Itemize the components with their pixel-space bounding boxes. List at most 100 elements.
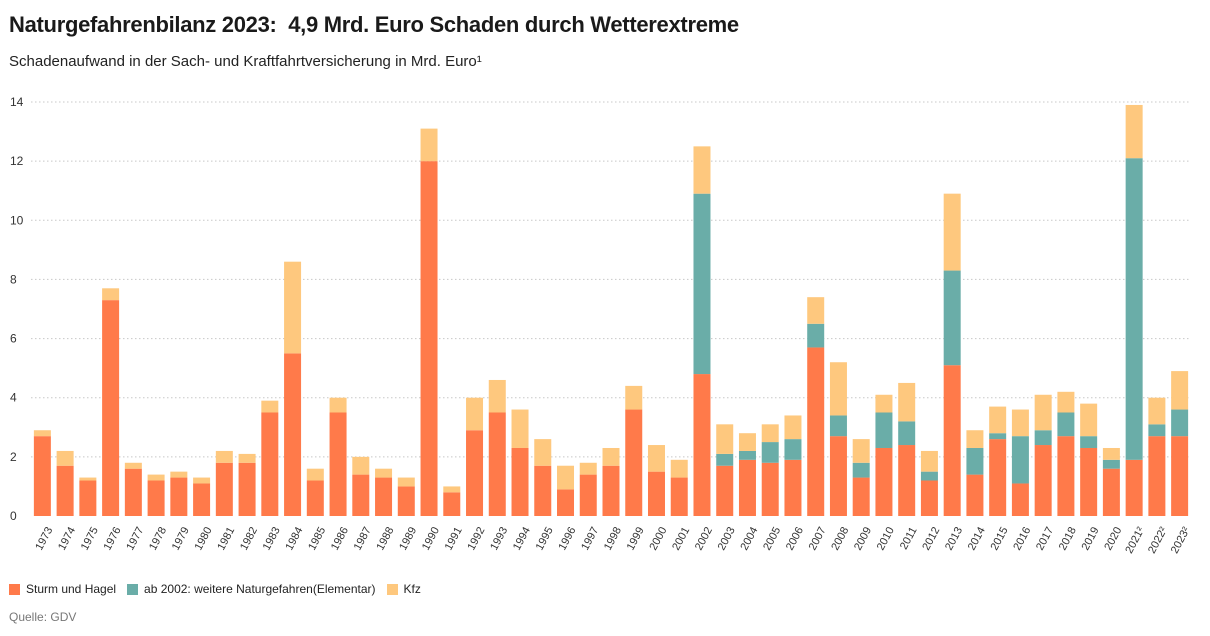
bar-segment-sturm: [466, 430, 484, 516]
bar-segment-kfz: [420, 128, 438, 162]
bar-segment-sturm: [625, 409, 643, 516]
legend-item-elementar: ab 2002: weitere Naturgefahren(Elementar…: [127, 582, 376, 596]
bar-segment-kfz: [443, 486, 461, 493]
bar-segment-sturm: [1171, 436, 1189, 516]
x-tick-label: 1991: [443, 525, 465, 552]
bar-segment-kfz: [761, 424, 779, 443]
bar-segment-kfz: [1102, 447, 1120, 460]
bar-segment-kfz: [466, 397, 484, 431]
x-tick-label: 2009: [852, 525, 874, 552]
bar-segment-sturm: [557, 489, 575, 516]
x-tick-label: 2002: [693, 525, 715, 552]
bar-segment-kfz: [56, 450, 74, 466]
bar-segment-sturm: [943, 365, 961, 516]
y-axis-ticks: 0 2 4 6 8 10 12 14: [10, 95, 24, 523]
x-tick-label: 2003: [716, 525, 738, 552]
bar-segment-sturm: [306, 480, 324, 516]
bar-segment-elementar: [989, 433, 1007, 440]
bar-segment-sturm: [807, 347, 825, 516]
bar-segment-sturm: [511, 447, 529, 516]
bar-segment-sturm: [352, 474, 370, 516]
bar-segment-kfz: [511, 409, 529, 448]
bar-segment-elementar: [1034, 430, 1052, 446]
bar-segment-elementar: [738, 450, 756, 460]
bar-segment-sturm: [920, 480, 938, 516]
bar-segment-elementar: [807, 323, 825, 348]
y-tick-label: 8: [10, 272, 17, 286]
bar-segment-sturm: [534, 465, 552, 516]
x-tick-label: 2008: [829, 525, 851, 552]
bar-segment-sturm: [670, 477, 688, 516]
bar-segment-sturm: [829, 436, 847, 516]
x-tick-label: 1985: [306, 525, 328, 552]
legend-item-kfz: Kfz: [386, 582, 421, 596]
bar-segment-kfz: [306, 468, 324, 481]
bar-segment-sturm: [1102, 468, 1120, 516]
bar-segment-sturm: [170, 477, 188, 516]
bar-segment-kfz: [693, 146, 711, 194]
bar-segment-kfz: [488, 379, 506, 413]
bar-segment-elementar: [693, 193, 711, 375]
bar-segment-sturm: [693, 374, 711, 516]
bar-segment-elementar: [1148, 424, 1166, 437]
bar-segment-sturm: [1080, 447, 1098, 516]
legend-label-kfz: Kfz: [403, 582, 421, 596]
x-tick-label: 1995: [534, 525, 556, 552]
bar-segment-sturm: [852, 477, 870, 516]
bars: [33, 104, 1189, 516]
x-tick-label: 2016: [1011, 525, 1033, 552]
legend-swatch-kfz: [386, 583, 398, 595]
x-tick-label: 2010: [875, 525, 897, 552]
bar-segment-sturm: [215, 462, 233, 516]
x-tick-label: 1994: [511, 525, 533, 552]
bar-segment-sturm: [716, 465, 734, 516]
x-tick-label: 2022²: [1146, 525, 1170, 556]
bar-segment-sturm: [147, 480, 165, 516]
y-tick-label: 6: [10, 332, 17, 346]
bar-segment-kfz: [534, 439, 552, 466]
bar-segment-sturm: [329, 412, 347, 516]
bar-segment-kfz: [647, 445, 665, 472]
bar-segment-kfz: [102, 288, 120, 301]
x-tick-label: 1978: [147, 525, 169, 552]
x-tick-label: 1996: [556, 525, 578, 552]
bar-segment-sturm: [1034, 445, 1052, 516]
bar-segment-elementar: [1102, 459, 1120, 469]
y-tick-label: 12: [10, 154, 24, 168]
bar-segment-kfz: [284, 261, 302, 354]
bar-segment-kfz: [670, 459, 688, 478]
bar-segment-kfz: [716, 424, 734, 454]
x-tick-label: 2005: [761, 525, 783, 552]
bar-segment-kfz: [79, 477, 97, 481]
bar-segment-sturm: [1148, 436, 1166, 516]
bar-segment-sturm: [443, 492, 461, 516]
bar-segment-kfz: [238, 453, 256, 463]
x-tick-label: 2001: [670, 525, 692, 552]
x-tick-label: 2014: [966, 525, 988, 552]
bar-segment-sturm: [420, 161, 438, 516]
bar-segment-kfz: [829, 362, 847, 416]
x-tick-label: 1984: [283, 525, 305, 552]
x-tick-label: 1993: [488, 525, 510, 552]
x-tick-label: 2012: [920, 525, 942, 552]
legend-item-sturm: Sturm und Hagel: [9, 582, 116, 596]
bar-segment-sturm: [261, 412, 279, 516]
bar-segment-sturm: [375, 477, 393, 516]
bar-segment-kfz: [784, 415, 802, 440]
x-tick-label: 1998: [602, 525, 624, 552]
bar-segment-elementar: [1057, 412, 1075, 437]
x-tick-label: 1990: [420, 525, 442, 552]
bar-segment-kfz: [579, 462, 597, 475]
bar-segment-sturm: [784, 459, 802, 516]
legend-swatch-elementar: [127, 583, 139, 595]
bar-segment-elementar: [829, 415, 847, 437]
bar-segment-sturm: [56, 465, 74, 516]
source-note: Quelle: GDV: [9, 610, 77, 624]
bar-segment-elementar: [875, 412, 893, 448]
bar-segment-kfz: [920, 450, 938, 472]
bar-segment-sturm: [193, 483, 211, 516]
bar-segment-sturm: [284, 353, 302, 516]
bar-segment-kfz: [329, 397, 347, 413]
legend-swatch-sturm: [9, 583, 20, 595]
x-tick-label: 1999: [625, 525, 647, 552]
